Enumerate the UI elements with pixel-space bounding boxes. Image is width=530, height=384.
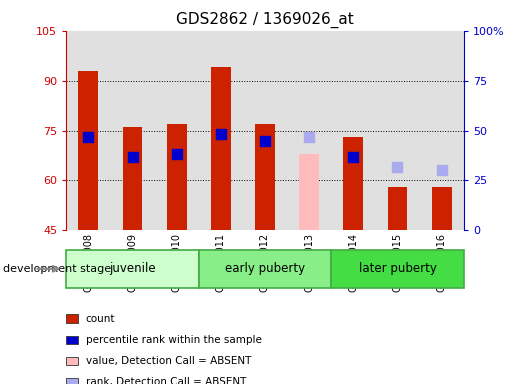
Title: GDS2862 / 1369026_at: GDS2862 / 1369026_at <box>176 12 354 28</box>
Point <box>217 131 225 137</box>
FancyBboxPatch shape <box>331 250 464 288</box>
Bar <box>66 336 78 344</box>
Text: later puberty: later puberty <box>359 262 436 275</box>
Bar <box>255 124 275 230</box>
Point <box>305 134 313 140</box>
Text: count: count <box>86 314 116 324</box>
Point <box>349 154 358 160</box>
Bar <box>78 71 98 230</box>
Text: value, Detection Call = ABSENT: value, Detection Call = ABSENT <box>86 356 251 366</box>
Point <box>437 167 446 174</box>
Text: juvenile: juvenile <box>109 262 156 275</box>
Bar <box>66 357 78 365</box>
Text: percentile rank within the sample: percentile rank within the sample <box>86 335 262 345</box>
Bar <box>66 314 78 323</box>
Point <box>128 154 137 160</box>
Point <box>172 151 181 157</box>
Bar <box>343 137 363 230</box>
Text: development stage: development stage <box>3 264 111 274</box>
Text: early puberty: early puberty <box>225 262 305 275</box>
Bar <box>387 187 408 230</box>
FancyBboxPatch shape <box>199 250 331 288</box>
Bar <box>66 378 78 384</box>
Bar <box>122 127 143 230</box>
Bar <box>211 67 231 230</box>
Bar <box>299 154 319 230</box>
Point <box>261 137 269 144</box>
FancyBboxPatch shape <box>66 250 199 288</box>
Point <box>393 164 402 170</box>
Bar <box>167 124 187 230</box>
Bar <box>432 187 452 230</box>
Text: rank, Detection Call = ABSENT: rank, Detection Call = ABSENT <box>86 377 246 384</box>
Point <box>84 134 93 140</box>
